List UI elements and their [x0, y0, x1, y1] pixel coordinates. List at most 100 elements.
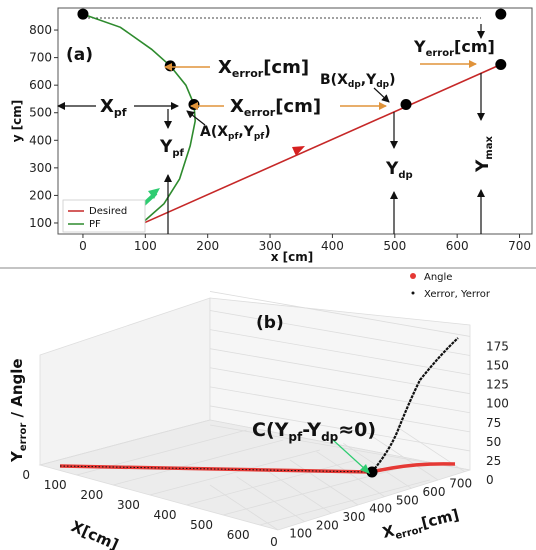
b-xtick-label: 500 — [190, 518, 213, 532]
panel-a-ticks: 0 100 200 300 400 500 600 700 100 200 300 400 500 600… — [29, 23, 531, 253]
panel-b: (b) Yerror / Angle X[cm] Xerror[cm] 0 100… — [8, 272, 509, 550]
panel-a-frame — [57, 7, 533, 235]
a-xtick-label: 0 — [79, 239, 87, 253]
ydp-label: Ydp — [385, 159, 413, 181]
panel-a-label: (a) — [66, 45, 93, 65]
b-grid-line — [209, 291, 471, 337]
legend-angle-label: Angle — [424, 272, 452, 283]
a-xtick-label: 700 — [508, 239, 531, 253]
a-xtick-label: 100 — [134, 239, 157, 253]
b-xtick-label: 400 — [154, 508, 177, 522]
a-pointer-arrow — [186, 110, 206, 126]
b-grid-line — [289, 459, 359, 506]
a-ytick-label: 100 — [29, 216, 52, 230]
panel-b-label: (b) — [256, 313, 284, 333]
a-ytick-label: 400 — [29, 133, 52, 147]
xpf-label: Xpf — [100, 96, 127, 119]
legend-xerror-label: Xerror, Yerror — [424, 289, 491, 300]
point-b-label: B(Xdp,Ydp) — [320, 72, 396, 90]
b-ztick-label: 300 — [343, 510, 366, 524]
b-xtick-label: 300 — [117, 498, 140, 512]
a-ytick-label: 200 — [29, 188, 52, 202]
b-grid-line — [259, 479, 430, 526]
a-xtick-label: 200 — [196, 239, 219, 253]
b-grid-line — [149, 449, 320, 496]
key-point-marker — [400, 98, 412, 110]
legend-desired-label: Desired — [89, 206, 127, 217]
c-pointer-line — [332, 439, 367, 471]
xerror-mid-label: Xerror[cm] — [230, 96, 321, 119]
panel-b-xlabel: X[cm] — [68, 517, 121, 550]
b-grid-line — [222, 469, 394, 516]
panel-b-zlabel: Xerror[cm] — [381, 505, 462, 544]
b-grid-line — [209, 386, 471, 433]
b-grid-line — [209, 348, 471, 395]
b-ytick-label: 50 — [486, 435, 501, 449]
b-grid-line — [209, 405, 471, 452]
panel-b-ylabel: Yerror / Angle — [8, 358, 29, 463]
b-ytick-label: 25 — [486, 454, 501, 468]
b-ztick-label: 700 — [449, 477, 472, 491]
legend-pf-label: PF — [89, 219, 101, 230]
angle-series-line — [59, 462, 456, 474]
b-xtick-label: 100 — [44, 478, 67, 492]
a-xtick-label: 500 — [383, 239, 406, 253]
point-c-marker — [366, 466, 378, 478]
b-ytick-label: 125 — [486, 378, 509, 392]
a-ytick-label: 300 — [29, 161, 52, 175]
key-point-marker — [77, 8, 89, 20]
yerror-label: Yerror[cm] — [413, 37, 495, 59]
legend-box — [62, 199, 146, 233]
panel-b-legend: Angle Xerror, Yerror — [410, 272, 491, 300]
panel-a-series — [77, 8, 507, 232]
panel-a: 0 100 200 300 400 500 600 700 100 200 300 400 500 600… — [10, 7, 533, 264]
b-pointer-arrow — [373, 87, 390, 103]
panel-a-ylabel: y [cm] — [10, 100, 24, 143]
b-grid-line — [209, 329, 471, 375]
point-c-label: C(Ypf-Ydp≈0) — [252, 419, 376, 444]
yerror-series-line — [371, 337, 459, 473]
b-grid-line — [209, 367, 471, 414]
b-ztick-label: 400 — [369, 502, 392, 516]
b-grid-line — [186, 459, 357, 506]
b-xtick-label: 200 — [80, 488, 103, 502]
key-point-marker — [495, 8, 507, 20]
b-xtick-label: 600 — [227, 528, 250, 542]
legend-xerror-marker — [411, 291, 415, 295]
b-grid-line — [369, 434, 439, 481]
a-ytick-label: 600 — [29, 78, 52, 92]
legend-angle-marker — [410, 273, 416, 279]
panel-a-xlabel: x [cm] — [271, 250, 314, 264]
ymax-label: Ymax — [473, 136, 495, 173]
panel-a-legend: Desired PF — [62, 199, 146, 233]
b-grid-line — [316, 451, 385, 498]
b-grid-line — [39, 419, 211, 466]
xerror-series-line — [59, 465, 371, 473]
a-ytick-label: 500 — [29, 106, 52, 120]
b-grid-line — [209, 484, 279, 531]
xerror-top-label: Xerror[cm] — [218, 57, 309, 80]
b-ztick-label: 100 — [289, 527, 312, 541]
a-xtick-label: 600 — [446, 239, 469, 253]
b-ztick-label: 0 — [270, 535, 278, 549]
b-ytick-label: 0 — [486, 473, 494, 487]
b-grid-line — [209, 310, 471, 356]
desired-direction-arrow — [292, 146, 305, 156]
a-ytick-label: 800 — [29, 23, 52, 37]
b-ytick-label: 75 — [486, 416, 501, 430]
key-point-marker — [164, 60, 176, 72]
panel-b-grid — [39, 291, 471, 531]
a-ytick-label: 700 — [29, 51, 52, 65]
b-ztick-label: 200 — [316, 518, 339, 532]
ypf-label: Ypf — [159, 137, 184, 159]
series-desired-line — [137, 63, 502, 227]
point-a-label: A(Xpf,Ypf) — [200, 124, 271, 142]
b-ytick-label: 100 — [486, 397, 509, 411]
b-ztick-label: 600 — [423, 485, 446, 499]
c-pointer-head — [360, 464, 370, 474]
b-grid-line — [263, 467, 332, 514]
panel-b-series — [59, 337, 459, 478]
b-grid-line — [236, 476, 305, 523]
